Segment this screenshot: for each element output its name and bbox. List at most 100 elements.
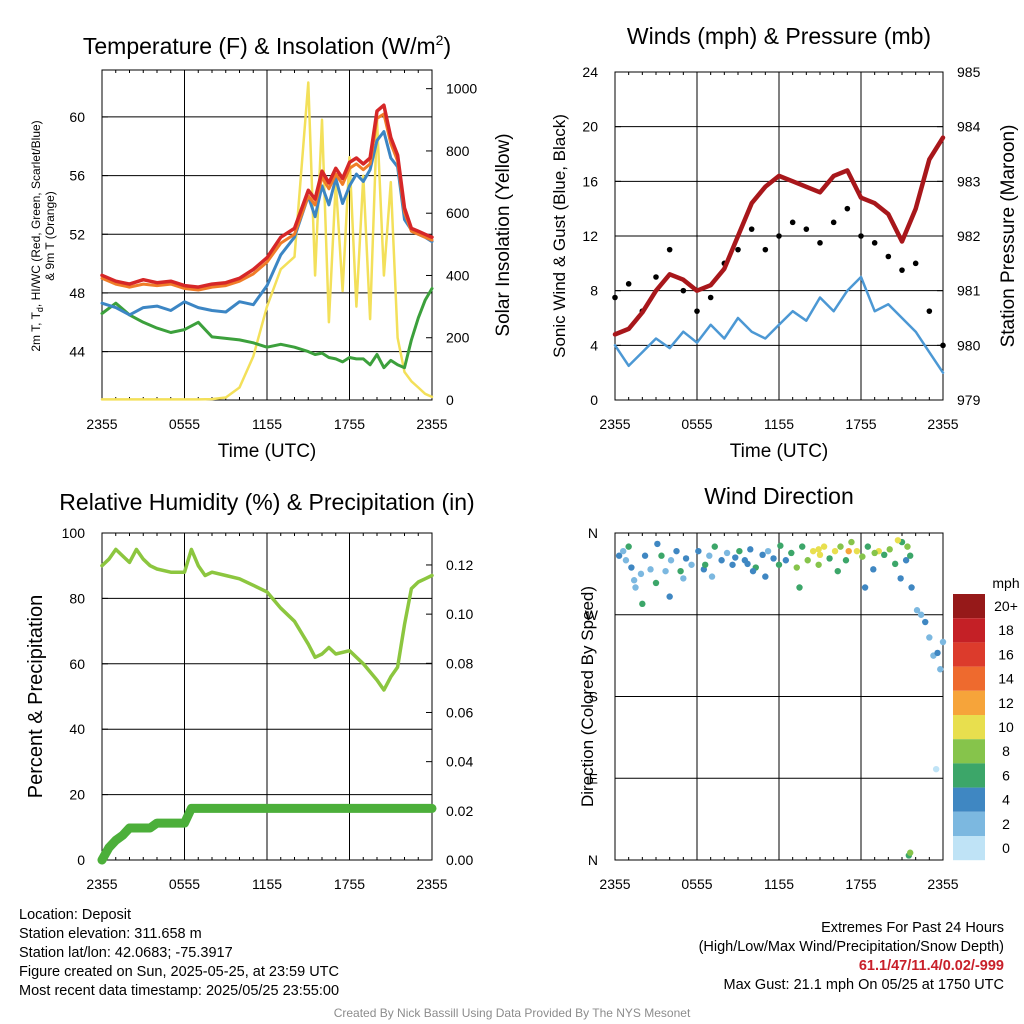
temperature-ylabel-right: Solar Insolation (Yellow) [493,133,514,336]
winds-gust-point [885,253,892,260]
humidity-ytick-label: 40 [69,721,85,737]
direction-point [708,573,716,580]
legend-label: 14 [998,671,1014,687]
direction-point [622,557,630,564]
direction-point [922,618,929,626]
direction-point [917,611,925,618]
winds-ytick-label-right: 980 [957,337,981,353]
winds-gust-point [817,240,823,246]
legend-swatch [953,836,985,861]
winds-gust-point [844,205,851,212]
legend-label: 20+ [994,598,1018,614]
direction-point [834,567,841,575]
direction-point [826,555,833,562]
temperature-ytick-label: 60 [69,109,85,125]
legend-label: 6 [1002,767,1010,783]
direction-point [628,564,635,571]
legend-label: 8 [1002,743,1010,759]
legend-swatch [953,642,985,667]
winds-gust-point [912,260,919,267]
direction-point [673,547,680,555]
direction-point [702,561,709,568]
direction-ylabel: Direction (Colored By Speed) [578,586,597,807]
direction-point [652,579,660,587]
direction-point [886,546,893,553]
direction-point [820,543,828,550]
direction-point [907,849,914,856]
humidity-ytick-label: 0 [77,852,85,868]
speed-colorbar-legend: mph 20+ 18 16 14 12 10 8 6 4 2 0 [953,575,1020,861]
winds-ytick-label: 8 [590,283,598,299]
humidity-rh-line [100,547,434,692]
direction-point [680,575,687,582]
direction-point [793,564,800,571]
temperature-xtick-label: 0555 [169,416,200,432]
direction-title: Wind Direction [704,483,854,509]
winds-gust-point [694,308,700,314]
temperature-ytick-label: 56 [69,168,85,184]
direction-point [718,557,725,564]
direction-point [744,560,751,568]
temperature-ylabel-left: 2m T, Td, HI/WC (Red, Green, Scarlet/Blu… [29,120,45,351]
temperature-ytick-label-right: 0 [446,392,454,408]
direction-xtick-label: 0555 [681,876,712,892]
winds-ytick-label: 0 [590,392,598,408]
direction-point [666,593,673,600]
direction-point [939,638,947,646]
direction-ytick-label: W [585,607,599,623]
temperature-panel: Temperature (F) & Insolation (W/m2) 2m T… [29,32,514,462]
direction-point [907,552,914,559]
extremes-subtitle: (High/Low/Max Wind/Precipitation/Snow De… [698,939,1004,955]
direction-xtick-label: 1155 [764,876,794,892]
winds-ylabel: Sonic Wind & Gust (Blue, Black) [550,114,569,358]
direction-point [809,547,817,555]
elevation-text: Station elevation: 311.658 m [19,926,202,942]
direction-point [615,552,623,559]
direction-point [864,543,872,550]
winds-panel: 2355 0555 1155 1755 2355 Winds (mph) & Pressu… [550,23,1019,462]
direction-point [861,584,869,591]
direction-point [904,543,911,550]
direction-point [667,557,675,564]
humidity-title: Relative Humidity (%) & Precipitation (i… [59,489,474,515]
winds-xtick-label: 2355 [927,416,958,432]
humidity-xtick-label: 1155 [252,876,282,892]
direction-point [662,567,669,575]
legend-swatch [953,690,985,715]
temperature-ytick-label-right: 200 [446,330,470,346]
temperature-xtick-label: 2355 [86,416,117,432]
direction-point [647,566,654,573]
winds-xtick-label: 1155 [764,416,794,432]
humidity-ytick-label: 20 [69,787,85,803]
direction-point [859,553,866,560]
extremes-title: Extremes For Past 24 Hours [821,920,1004,936]
winds-gust-point [680,287,687,294]
winds-gust-point [803,226,810,232]
direction-ytick-label: N [588,525,598,541]
legend-swatch [953,811,985,836]
winds-gust-point [707,294,714,301]
winds-gust-point [926,308,933,314]
legend-label: 0 [1002,840,1010,856]
winds-ytick-label-right: 981 [957,283,981,299]
direction-point [932,765,940,773]
direction-ytick-label: N [588,852,598,868]
legend-swatch [953,666,985,691]
winds-xtick-label: 2355 [599,416,630,432]
direction-point [871,549,878,557]
winds-xtick-label: 1755 [845,416,876,432]
direction-point [782,557,790,564]
humidity-ytick-label-right: 0.04 [446,754,473,770]
direction-point [799,543,806,550]
temperature-ytick-label-right: 800 [446,143,470,159]
winds-gust-point [858,233,864,239]
created-text: Figure created on Sun, 2025-05-25, at 23… [19,964,339,980]
direction-point [908,584,915,591]
direction-point [759,551,766,558]
direction-point [770,555,777,562]
direction-point [620,547,627,555]
direction-point [902,557,910,564]
direction-point [845,547,852,555]
direction-ytick-label: S [589,689,598,705]
winds-ytick-label-right: 979 [957,392,981,408]
